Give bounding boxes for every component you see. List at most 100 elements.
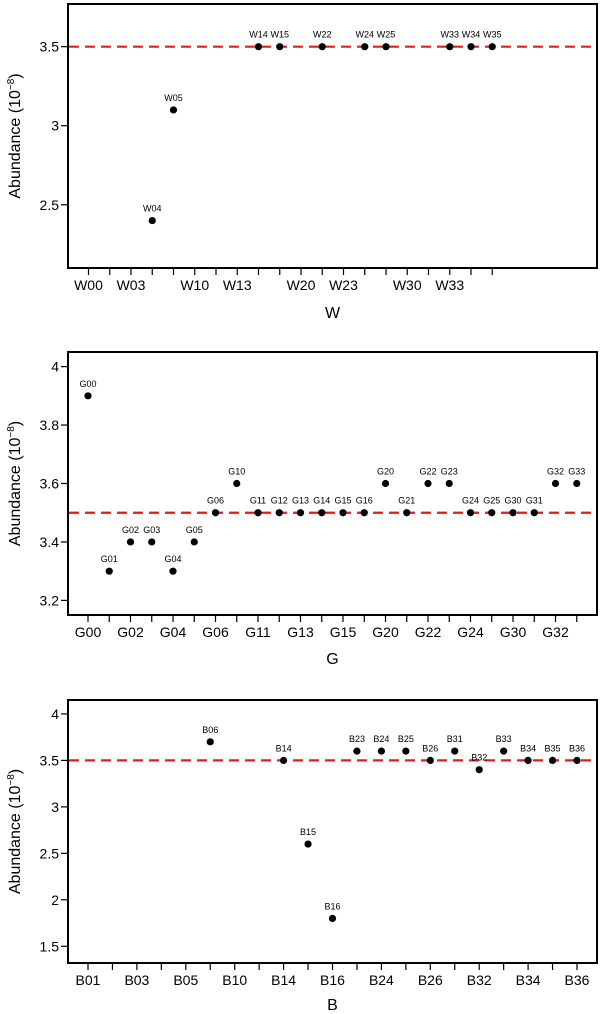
data-point-g01: [105, 567, 113, 575]
point-label: G25: [483, 496, 500, 506]
data-point-b33: [500, 747, 508, 755]
point-label: W25: [377, 30, 396, 40]
data-point-g16: [360, 509, 368, 517]
data-point-w05: [169, 106, 178, 114]
data-point-g14: [318, 509, 326, 517]
point-label: G05: [186, 525, 203, 535]
point-label: G22: [419, 467, 436, 477]
panel-b: 1.5 2 2.5 3 3.5 4 B01 B03 B05 B10 B14 B16 B24 B26 B32 B…: [6, 699, 598, 1014]
point-label: B25: [398, 734, 414, 744]
data-point-b15: [304, 840, 312, 848]
data-point-w35: [488, 43, 496, 51]
y-tick-label: 3.8: [40, 417, 60, 433]
data-point-w25: [382, 43, 390, 51]
data-point-g21: [403, 509, 411, 517]
point-label: B32: [471, 753, 487, 763]
point-label: G02: [122, 525, 139, 535]
point-label: G31: [526, 496, 543, 506]
y-tick-label: 4: [51, 706, 59, 722]
point-label: G12: [271, 496, 288, 506]
point-label: B23: [349, 734, 365, 744]
point-label: W24: [355, 30, 374, 40]
x-tick-label: B32: [467, 972, 492, 988]
x-tick-label: B01: [76, 972, 101, 988]
point-label: G01: [101, 554, 118, 564]
data-point-g33: [573, 479, 581, 488]
point-label: B14: [276, 743, 292, 753]
x-axis-label: G: [326, 651, 338, 668]
data-point-b16: [328, 914, 337, 922]
data-point-g00: [84, 392, 92, 400]
x-tick-label: G15: [330, 624, 357, 640]
point-label: G00: [79, 379, 96, 389]
y-axis-label: Abundance (10−8): [6, 421, 24, 546]
panel-g: 3.2 3.4 3.6 3.8 4 G00 G02 G04 G06 G11 G13 G15 G20 G22…: [6, 351, 598, 668]
data-point-g10: [233, 479, 241, 488]
point-label: G11: [250, 496, 266, 506]
data-point-b36: [573, 756, 581, 765]
data-point-w24: [361, 43, 369, 51]
data-point-b32: [475, 766, 483, 774]
point-label: W15: [270, 30, 289, 40]
data-point-g13: [296, 509, 305, 517]
x-tick-label: G06: [202, 624, 229, 640]
x-tick-label: G22: [415, 624, 442, 640]
panel-w: 2.5 3 3.5 W00 W03 W10 W13 W20 W23 W30 W33 W04 W05 W14…: [6, 3, 598, 322]
x-tick-label: G00: [75, 624, 102, 640]
x-tick-label: W13: [223, 277, 252, 293]
y-tick-label: 4: [51, 359, 59, 375]
point-label: W14: [249, 30, 268, 40]
data-point-w14: [254, 43, 263, 51]
point-label: G15: [334, 496, 351, 506]
x-tick-label: G04: [160, 624, 187, 640]
data-point-b26: [426, 756, 434, 765]
x-tick-label: B14: [271, 972, 296, 988]
point-label: G10: [228, 467, 245, 477]
y-tick-label: 2.5: [40, 197, 60, 213]
point-label: B31: [447, 734, 463, 744]
x-axis-label: B: [327, 997, 338, 1014]
data-point-g24: [466, 509, 475, 517]
point-label: B34: [520, 743, 536, 753]
x-tick-label: B05: [173, 972, 198, 988]
x-axis-label: W: [325, 305, 341, 322]
point-label: W05: [164, 93, 183, 103]
point-label: G03: [143, 525, 160, 535]
data-point-w15: [276, 43, 284, 51]
data-point-g32: [551, 479, 560, 488]
x-tick-label: W03: [117, 277, 146, 293]
data-point-b31: [451, 747, 459, 755]
y-tick-label: 3.2: [40, 592, 60, 608]
data-point-g25: [488, 509, 496, 517]
data-point-b23: [353, 747, 361, 755]
data-point-w22: [318, 43, 326, 51]
data-point-g03: [148, 538, 156, 546]
data-point-b06: [206, 738, 214, 746]
x-tick-label: B24: [369, 972, 394, 988]
x-tick-label: B03: [124, 972, 149, 988]
data-point-g11: [254, 509, 262, 517]
x-tick-label: B16: [320, 972, 345, 988]
point-label: G04: [164, 554, 181, 564]
point-label: W35: [483, 30, 502, 40]
data-point-g15: [339, 509, 347, 517]
point-label: G33: [568, 467, 585, 477]
data-point-b34: [524, 756, 532, 765]
y-tick-label: 3: [51, 118, 59, 134]
x-tick-label: G02: [117, 624, 144, 640]
data-point-b14: [280, 756, 288, 765]
point-label: B16: [324, 901, 340, 911]
y-axis-label: Abundance (10−8): [6, 73, 24, 198]
y-tick-label: 3.5: [40, 39, 60, 55]
y-tick-label: 3.5: [40, 752, 60, 768]
data-point-g23: [445, 479, 453, 488]
y-tick-label: 1.5: [40, 938, 60, 954]
point-label: B33: [496, 734, 512, 744]
y-tick-label: 3: [51, 799, 59, 815]
point-label: G30: [504, 496, 521, 506]
x-tick-label: W00: [74, 277, 103, 293]
point-label: W04: [143, 204, 162, 214]
x-tick-label: G20: [372, 624, 399, 640]
y-tick-label: 3.6: [40, 476, 60, 492]
